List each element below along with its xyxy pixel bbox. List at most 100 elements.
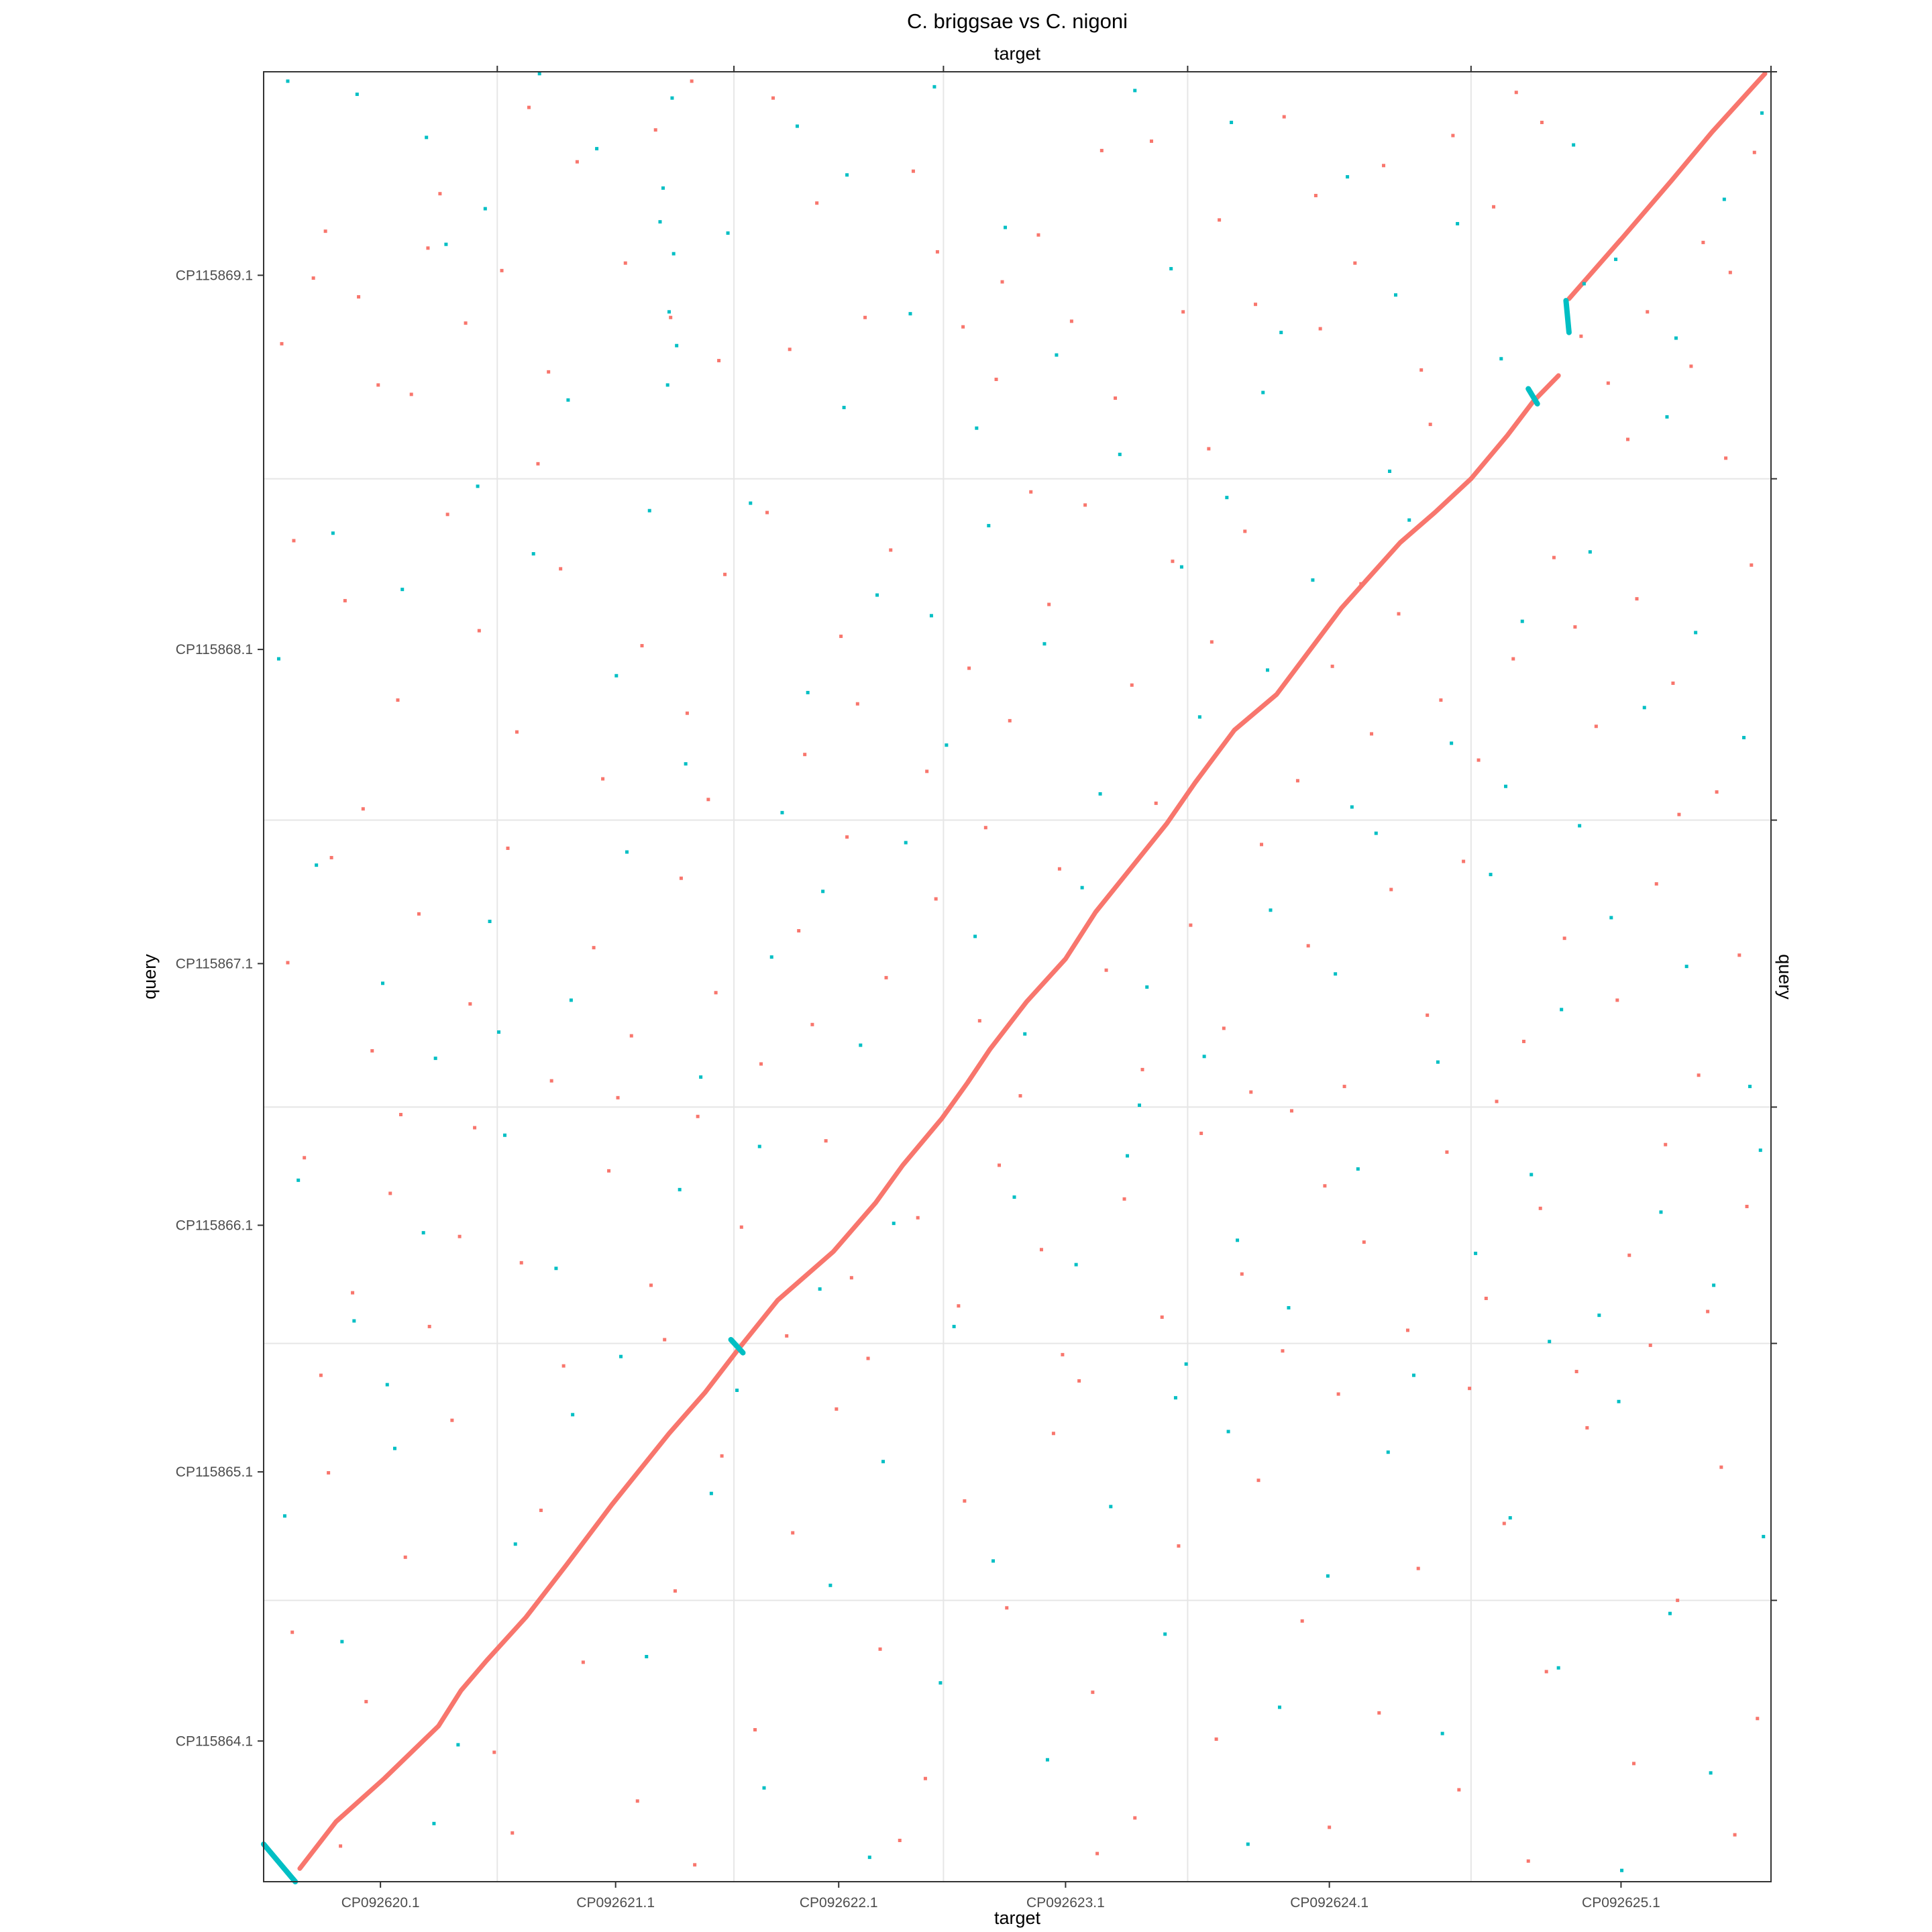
alignment-point-reverse bbox=[1386, 1450, 1390, 1454]
alignment-point-reverse bbox=[554, 1267, 558, 1271]
alignment-point-reverse bbox=[1489, 873, 1493, 877]
alignment-point-forward bbox=[839, 635, 843, 639]
alignment-point-forward bbox=[396, 698, 400, 702]
alignment-point-forward bbox=[1306, 944, 1310, 948]
alignment-point-forward bbox=[1051, 1432, 1055, 1436]
x-tick-label: CP092620.1 bbox=[341, 1895, 420, 1911]
tick-labels: CP092620.1 CP092621.1 CP092622.1 CP092623.1… bbox=[176, 268, 1660, 1911]
alignment-point-forward bbox=[1362, 1240, 1366, 1244]
axis-ticks bbox=[258, 66, 1777, 1888]
alignment-point-forward bbox=[549, 1079, 553, 1083]
alignment-point-reverse bbox=[1440, 1731, 1444, 1735]
alignment-point-reverse bbox=[476, 484, 480, 488]
alignment-point-forward bbox=[835, 1407, 839, 1411]
alignment-point-reverse bbox=[667, 310, 671, 314]
alignment-point-forward bbox=[1426, 1013, 1430, 1017]
alignment-point-forward bbox=[845, 835, 849, 839]
alignment-point-reverse bbox=[806, 690, 810, 694]
alignment-point-reverse bbox=[355, 93, 359, 97]
alignment-point-reverse bbox=[1588, 550, 1592, 554]
alignment-point-forward bbox=[286, 961, 290, 965]
alignment-point-reverse bbox=[1748, 1085, 1752, 1089]
alignment-point-reverse bbox=[425, 136, 429, 140]
alignment-point-reverse bbox=[444, 242, 448, 246]
alignment-segment-reverse bbox=[1525, 386, 1540, 407]
alignment-point-forward bbox=[1706, 1309, 1710, 1313]
alignment-segment-reverse bbox=[728, 1337, 746, 1356]
alignment-point-forward bbox=[739, 1225, 743, 1229]
chart-title: C. briggsae vs C. nigoni bbox=[907, 9, 1128, 33]
alignment-point-reverse bbox=[929, 614, 933, 618]
alignment-point-forward bbox=[1750, 563, 1754, 567]
alignment-point-forward bbox=[492, 1750, 496, 1754]
alignment-point-forward bbox=[623, 261, 627, 265]
alignment-point-reverse bbox=[987, 524, 991, 528]
alignment-point-reverse bbox=[672, 252, 676, 256]
alignment-point-forward bbox=[1095, 1851, 1099, 1856]
alignment-point-reverse bbox=[1334, 972, 1338, 976]
alignment-point-reverse bbox=[1694, 631, 1698, 635]
alignment-point-reverse bbox=[566, 398, 570, 402]
alignment-point-forward bbox=[1737, 953, 1741, 957]
alignment-point-forward bbox=[376, 383, 380, 387]
alignment-point-reverse bbox=[1042, 642, 1046, 646]
alignment-point-reverse bbox=[1388, 470, 1392, 474]
alignment-point-reverse bbox=[1080, 885, 1084, 890]
alignment-point-forward bbox=[717, 359, 721, 363]
alignment-point-forward bbox=[1724, 456, 1728, 460]
alignment-point-reverse bbox=[828, 1583, 833, 1587]
alignment-point-forward bbox=[1538, 1206, 1542, 1210]
alignment-point-forward bbox=[889, 548, 893, 552]
alignment-point-forward bbox=[1122, 1197, 1126, 1201]
alignment-point-reverse bbox=[1665, 415, 1669, 419]
alignment-point-reverse bbox=[675, 343, 679, 347]
alignment-point-reverse bbox=[892, 1222, 896, 1226]
alignment-point-reverse bbox=[1597, 1313, 1601, 1318]
alignment-point-reverse bbox=[531, 552, 535, 556]
alignment-point-reverse bbox=[780, 810, 784, 814]
alignment-point-forward bbox=[1008, 718, 1012, 722]
alignment-point-forward bbox=[1313, 194, 1318, 198]
alignment-point-forward bbox=[1514, 91, 1518, 95]
alignment-point-reverse bbox=[670, 96, 674, 100]
alignment-point-reverse bbox=[1407, 518, 1411, 522]
alignment-point-forward bbox=[1648, 1343, 1652, 1347]
alignment-point-reverse bbox=[1620, 1868, 1624, 1872]
alignment-point-forward bbox=[1701, 240, 1705, 244]
alignment-point-forward bbox=[720, 1454, 724, 1458]
alignment-point-forward bbox=[1457, 1788, 1461, 1792]
alignment-point-reverse bbox=[385, 1383, 389, 1387]
alignment-point-forward bbox=[292, 539, 296, 543]
alignment-point-forward bbox=[1377, 1711, 1381, 1715]
alignment-point-forward bbox=[1540, 120, 1544, 124]
alignment-point-forward bbox=[1574, 1370, 1578, 1374]
alignment-point-forward bbox=[810, 1022, 814, 1026]
alignment-point-reverse bbox=[513, 1542, 517, 1546]
alignment-point-forward bbox=[388, 1191, 392, 1195]
alignment-point-reverse bbox=[1560, 1008, 1564, 1012]
alignment-point-forward bbox=[1728, 270, 1732, 274]
alignment-point-forward bbox=[1521, 1039, 1525, 1043]
alignment-point-reverse bbox=[433, 1057, 437, 1061]
alignment-point-reverse bbox=[1659, 1210, 1663, 1214]
alignment-point-forward bbox=[878, 1647, 882, 1651]
alignment-point-forward bbox=[458, 1234, 462, 1238]
alignment-point-forward bbox=[1077, 1379, 1081, 1383]
alignment-point-forward bbox=[1752, 150, 1756, 154]
alignment-point-forward bbox=[515, 730, 519, 734]
alignment-point-reverse bbox=[881, 1460, 885, 1464]
alignment-point-reverse bbox=[286, 79, 290, 83]
alignment-point-reverse bbox=[908, 312, 912, 316]
alignment-point-forward bbox=[1615, 998, 1619, 1002]
alignment-point-reverse bbox=[735, 1388, 739, 1392]
alignment-point-forward bbox=[561, 1364, 566, 1368]
alignment-point-forward bbox=[370, 1049, 374, 1053]
alignment-point-forward bbox=[339, 1844, 343, 1848]
alignment-point-forward bbox=[536, 462, 540, 466]
alignment-point-reverse bbox=[1225, 496, 1229, 500]
alignment-point-reverse bbox=[392, 1446, 396, 1450]
alignment-point-reverse bbox=[1436, 1060, 1440, 1064]
alignment-point-reverse bbox=[1684, 965, 1688, 969]
